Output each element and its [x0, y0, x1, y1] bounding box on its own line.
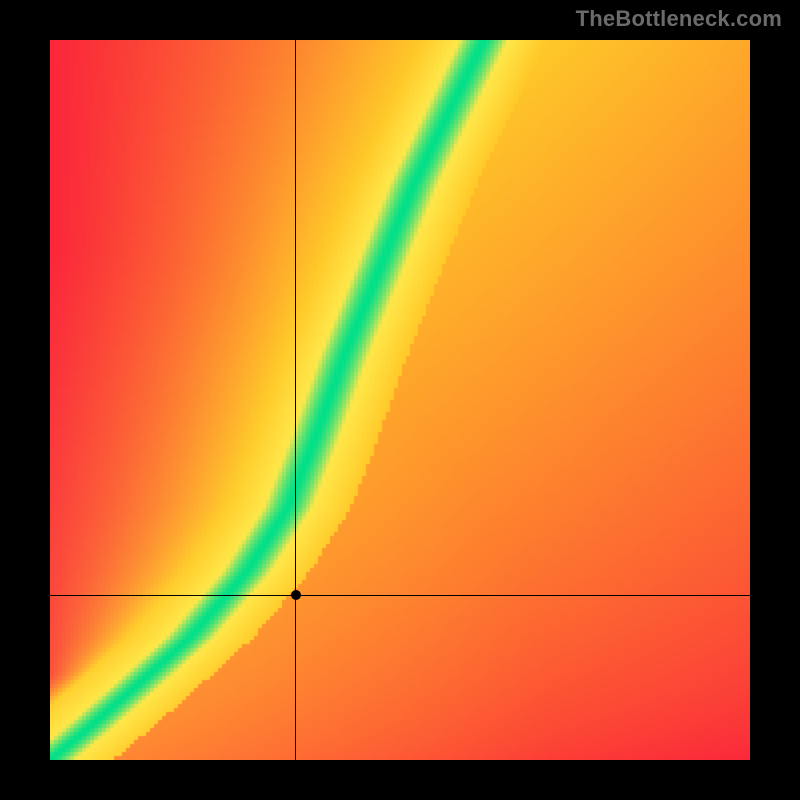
- crosshair-vertical: [295, 40, 296, 760]
- watermark-text: TheBottleneck.com: [576, 6, 782, 32]
- heatmap-canvas: [50, 40, 750, 760]
- chart-container: TheBottleneck.com: [0, 0, 800, 800]
- crosshair-horizontal: [50, 595, 750, 596]
- crosshair-marker: [291, 590, 301, 600]
- plot-area: [50, 40, 750, 760]
